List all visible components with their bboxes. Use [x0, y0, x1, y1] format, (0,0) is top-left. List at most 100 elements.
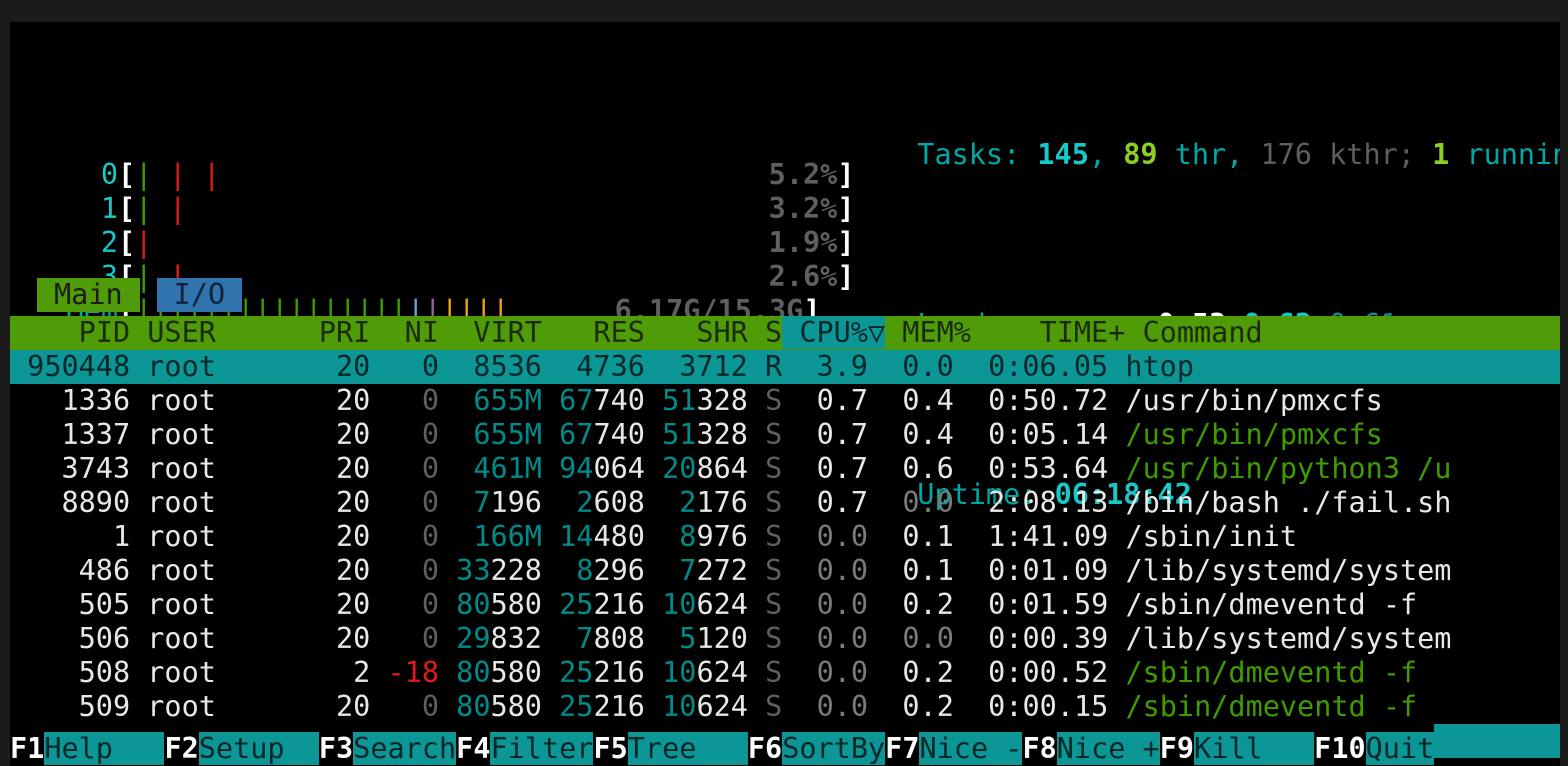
column-header-ni[interactable]: NI	[370, 316, 439, 349]
fn-action-nice[interactable]: Nice +	[1056, 732, 1160, 765]
kthreads-count: 176	[1260, 138, 1312, 171]
meter-bracket-close: ]	[837, 260, 855, 293]
cell-state: S	[747, 690, 783, 723]
table-row[interactable]: 505 root 20 0 80580 25216 10624 S 0.0 0.…	[10, 588, 1560, 622]
window-chrome-right	[1560, 0, 1568, 766]
cell-shr: 3712	[644, 350, 748, 383]
fn-key-f7[interactable]: F7	[885, 732, 920, 765]
uptime-value: 06:18:42	[1054, 478, 1192, 511]
cell-virt: 166M	[473, 520, 542, 553]
column-header-pri[interactable]: PRI	[301, 316, 371, 349]
column-header-virt[interactable]: VIRT	[438, 316, 542, 349]
column-header-cpu[interactable]: CPU%▽	[782, 316, 886, 349]
tab-i-o[interactable]: I/O	[156, 278, 243, 312]
cell-res: 25216	[559, 656, 645, 689]
cell-virt: 29832	[456, 622, 542, 655]
fn-action-setup[interactable]: Setup	[198, 732, 319, 765]
column-header-time[interactable]: TIME+	[970, 316, 1126, 349]
process-list[interactable]: 950448 root 20 0 8536 4736 3712 R 3.9 0.…	[10, 350, 1560, 724]
cell-time: 0:01.09	[953, 554, 1109, 587]
column-header-mem[interactable]: MEM%	[885, 316, 971, 349]
fn-action-sortby[interactable]: SortBy	[782, 732, 886, 765]
fn-key-f6[interactable]: F6	[747, 732, 783, 765]
cell-res: 94064	[559, 452, 645, 485]
fn-key-f5[interactable]: F5	[593, 732, 628, 765]
cell-cpu: 0.7	[782, 486, 869, 519]
cell-user: root	[130, 350, 302, 383]
cell-user: root	[130, 588, 302, 621]
table-row[interactable]: 8890 root 20 0 7196 2608 2176 S 0.7 0.0 …	[10, 486, 1560, 520]
column-header-pid[interactable]: PID	[10, 316, 131, 349]
cell-res: 2608	[576, 486, 645, 519]
htop-screen: 0[| | | 5.2%] 1[| | 3.2%] 2[| 1.9%] 3[| | 2…	[10, 22, 1560, 766]
fn-key-f9[interactable]: F9	[1159, 732, 1195, 765]
cell-cpu: 0.0	[782, 588, 869, 621]
cell-res: 8296	[576, 554, 645, 587]
fn-key-f3[interactable]: F3	[318, 732, 354, 765]
cell-res: 14480	[559, 520, 645, 553]
cell-pid: 506	[10, 622, 131, 655]
table-column-header[interactable]: PID USER PRI NI VIRT RES SHR S CPU%▽ MEM…	[10, 316, 1560, 350]
cell-mem: 0.1	[868, 520, 954, 553]
meter-bracket-close: ]	[837, 158, 855, 191]
fn-key-f8[interactable]: F8	[1022, 732, 1057, 765]
table-row[interactable]: 1336 root 20 0 655M 67740 51328 S 0.7 0.…	[10, 384, 1560, 418]
cell-pri: 20	[301, 554, 371, 587]
fn-action-quit[interactable]: Quit	[1365, 732, 1435, 765]
cell-state: S	[747, 486, 783, 519]
fn-action-search[interactable]: Search	[353, 732, 457, 765]
running-label: running	[1466, 138, 1560, 171]
cell-time: 0:00.52	[953, 656, 1109, 689]
cell-pri: 20	[301, 384, 371, 417]
fn-key-f10[interactable]: F10	[1314, 732, 1366, 765]
meter-bracket-open: [	[118, 158, 136, 191]
table-row[interactable]: 1337 root 20 0 655M 67740 51328 S 0.7 0.…	[10, 418, 1560, 452]
meter-bar-blank	[152, 192, 169, 226]
fn-key-f1[interactable]: F1	[10, 732, 45, 765]
cell-user: root	[130, 520, 302, 553]
column-header-command[interactable]: Command	[1125, 316, 1263, 349]
meter-bar-red: |	[135, 226, 153, 259]
cpu-meter-value: 1.9%	[734, 226, 838, 259]
fn-action-nice[interactable]: Nice -	[919, 732, 1023, 765]
cell-mem: 0.6	[868, 452, 954, 485]
fn-key-f4[interactable]: F4	[456, 732, 491, 765]
fn-action-kill[interactable]: Kill	[1194, 732, 1315, 765]
fn-action-help[interactable]: Help	[44, 732, 165, 765]
screen-tabs[interactable]: Main I/O	[20, 278, 243, 312]
table-row[interactable]: 950448 root 20 0 8536 4736 3712 R 3.9 0.…	[10, 350, 1560, 384]
table-row[interactable]: 1 root 20 0 166M 14480 8976 S 0.0 0.1 1:…	[10, 520, 1560, 554]
cell-state: S	[747, 554, 783, 587]
cell-pid: 505	[10, 588, 131, 621]
cell-mem: 0.2	[868, 690, 954, 723]
cell-shr: 10624	[662, 588, 748, 621]
meter-bar-blank	[152, 158, 169, 192]
cell-time: 0:06.05	[953, 350, 1109, 383]
cell-ni: 0	[370, 520, 439, 553]
fn-action-tree[interactable]: Tree	[627, 732, 748, 765]
fn-action-filter[interactable]: Filter	[490, 732, 594, 765]
cell-virt: 80580	[456, 588, 542, 621]
table-row[interactable]: 509 root 20 0 80580 25216 10624 S 0.0 0.…	[10, 690, 1560, 724]
cell-virt: 8536	[438, 350, 542, 383]
column-header-user[interactable]: USER	[130, 316, 302, 349]
fn-key-f2[interactable]: F2	[164, 732, 199, 765]
cell-command: /bin/bash ./fail.sh	[1108, 486, 1452, 519]
table-row[interactable]: 486 root 20 0 33228 8296 7272 S 0.0 0.1 …	[10, 554, 1560, 588]
fn-bar-filler	[1434, 724, 1560, 758]
table-row[interactable]: 508 root 2 -18 80580 25216 10624 S 0.0 0…	[10, 656, 1560, 690]
tab-main[interactable]: Main	[37, 278, 140, 312]
cell-user: root	[130, 486, 302, 519]
column-header-res[interactable]: RES	[541, 316, 645, 349]
table-row[interactable]: 3743 root 20 0 461M 94064 20864 S 0.7 0.…	[10, 452, 1560, 486]
cell-user: root	[130, 622, 302, 655]
column-header-s[interactable]: S	[747, 316, 783, 349]
function-key-bar[interactable]: F1Help F2Setup F3SearchF4FilterF5Tree F6…	[10, 724, 1560, 765]
cell-cpu: 0.0	[782, 622, 869, 655]
cell-shr: 51328	[662, 418, 748, 451]
column-header-shr[interactable]: SHR	[644, 316, 748, 349]
cell-pid: 1	[10, 520, 131, 553]
table-row[interactable]: 506 root 20 0 29832 7808 5120 S 0.0 0.0 …	[10, 622, 1560, 656]
cell-state: R	[747, 350, 783, 383]
cpu-meter-value: 5.2%	[734, 158, 838, 191]
